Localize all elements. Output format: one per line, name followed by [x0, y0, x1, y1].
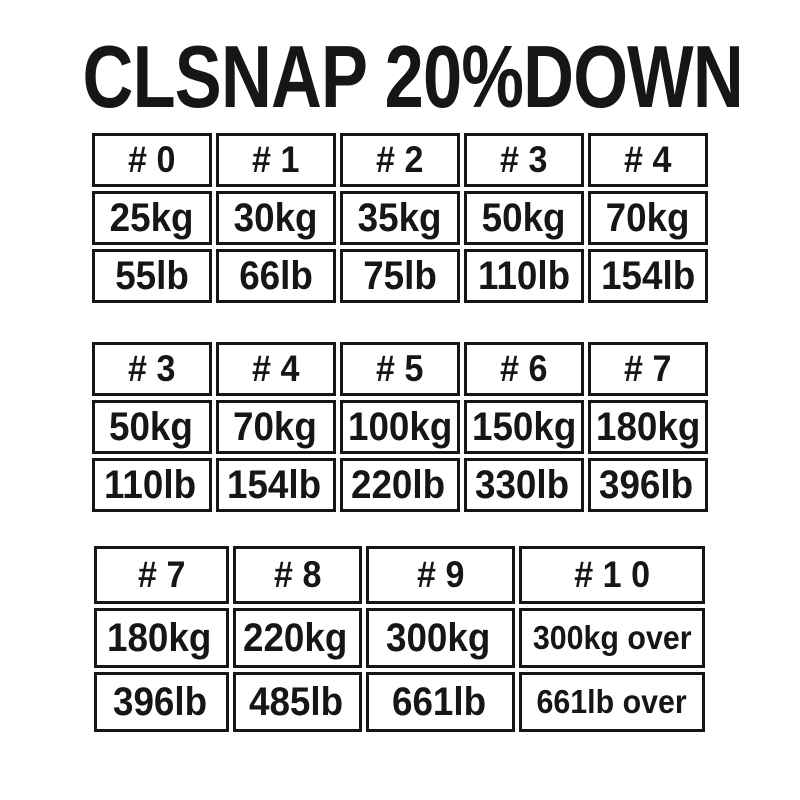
- size-header-cell: # 4: [588, 133, 708, 187]
- size-header-cell: # 2: [340, 133, 460, 187]
- lb-value-cell: 396lb: [588, 458, 708, 512]
- kg-row: 180kg 220kg 300kg 300kg over: [94, 608, 705, 668]
- kg-value-cell: 25kg: [92, 191, 212, 245]
- kg-value-cell: 220kg: [233, 608, 362, 668]
- size-header-cell: # 5: [340, 342, 460, 396]
- page-title-text: CLSNAP 20%DOWN: [82, 27, 744, 126]
- lb-value-cell: 66lb: [216, 249, 336, 303]
- kg-row: 50kg 70kg 100kg 150kg 180kg: [92, 400, 708, 454]
- size-header-cell: # 7: [94, 546, 229, 604]
- size-header-cell: # 6: [464, 342, 584, 396]
- lb-value-cell: 110lb: [92, 458, 212, 512]
- weight-table-sizes-0-4: # 0 # 1 # 2 # 3 # 4 25kg 30kg 35kg 50kg …: [88, 129, 712, 307]
- lb-value-cell: 330lb: [464, 458, 584, 512]
- size-header-cell: # 1 0: [519, 546, 705, 604]
- lb-value-cell: 396lb: [94, 672, 229, 732]
- kg-value-cell: 150kg: [464, 400, 584, 454]
- lb-value-cell: 661lb over: [519, 672, 705, 732]
- lb-row: 396lb 485lb 661lb 661lb over: [94, 672, 705, 732]
- size-header-cell: # 3: [92, 342, 212, 396]
- size-header-row: # 7 # 8 # 9 # 1 0: [94, 546, 705, 604]
- size-header-cell: # 8: [233, 546, 362, 604]
- kg-value-cell: 300kg: [366, 608, 515, 668]
- page-title: CLSNAP 20%DOWN: [0, 33, 800, 121]
- kg-value-cell: 50kg: [92, 400, 212, 454]
- kg-value-cell: 70kg: [216, 400, 336, 454]
- lb-value-cell: 220lb: [340, 458, 460, 512]
- lb-value-cell: 154lb: [216, 458, 336, 512]
- kg-value-cell: 70kg: [588, 191, 708, 245]
- size-header-cell: # 4: [216, 342, 336, 396]
- lb-row: 110lb 154lb 220lb 330lb 396lb: [92, 458, 708, 512]
- size-header-row: # 0 # 1 # 2 # 3 # 4: [92, 133, 708, 187]
- kg-value-cell: 35kg: [340, 191, 460, 245]
- size-header-cell: # 3: [464, 133, 584, 187]
- size-header-cell: # 0: [92, 133, 212, 187]
- size-header-cell: # 7: [588, 342, 708, 396]
- lb-value-cell: 75lb: [340, 249, 460, 303]
- lb-row: 55lb 66lb 75lb 110lb 154lb: [92, 249, 708, 303]
- lb-value-cell: 55lb: [92, 249, 212, 303]
- kg-value-cell: 180kg: [94, 608, 229, 668]
- weight-table-sizes-7-10: # 7 # 8 # 9 # 1 0 180kg 220kg 300kg 300k…: [90, 542, 709, 736]
- size-header-cell: # 9: [366, 546, 515, 604]
- lb-value-cell: 485lb: [233, 672, 362, 732]
- size-header-row: # 3 # 4 # 5 # 6 # 7: [92, 342, 708, 396]
- size-header-cell: # 1: [216, 133, 336, 187]
- kg-value-cell: 180kg: [588, 400, 708, 454]
- kg-value-cell: 100kg: [340, 400, 460, 454]
- lb-value-cell: 661lb: [366, 672, 515, 732]
- kg-value-cell: 300kg over: [519, 608, 705, 668]
- kg-row: 25kg 30kg 35kg 50kg 70kg: [92, 191, 708, 245]
- kg-value-cell: 30kg: [216, 191, 336, 245]
- weight-table-sizes-3-7: # 3 # 4 # 5 # 6 # 7 50kg 70kg 100kg 150k…: [88, 338, 712, 516]
- lb-value-cell: 110lb: [464, 249, 584, 303]
- lb-value-cell: 154lb: [588, 249, 708, 303]
- kg-value-cell: 50kg: [464, 191, 584, 245]
